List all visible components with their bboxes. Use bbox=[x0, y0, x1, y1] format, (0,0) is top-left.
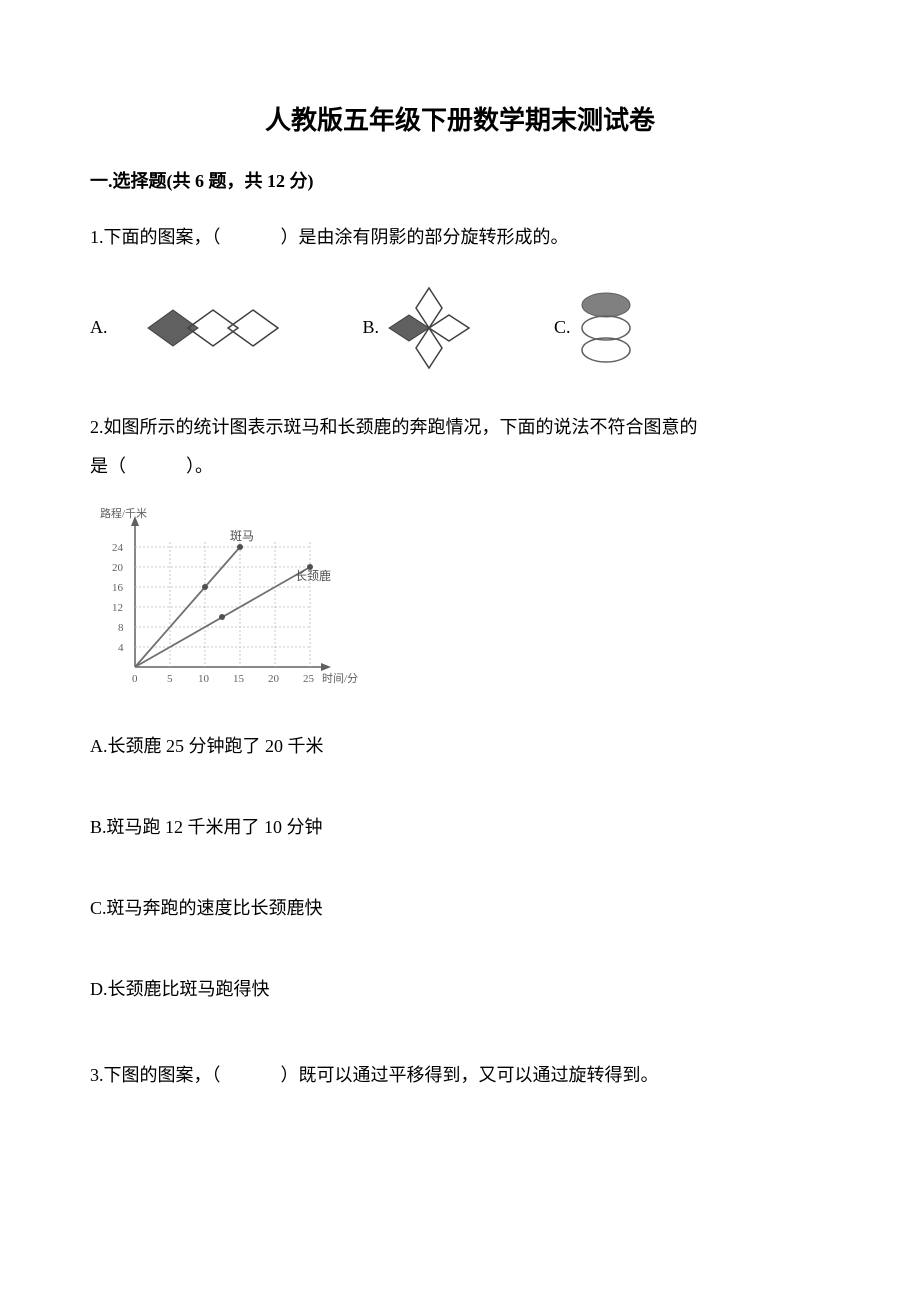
svg-text:25: 25 bbox=[303, 673, 315, 685]
svg-text:20: 20 bbox=[268, 673, 280, 685]
svg-text:0: 0 bbox=[132, 673, 138, 685]
svg-text:12: 12 bbox=[112, 602, 123, 614]
svg-text:24: 24 bbox=[112, 542, 124, 554]
q1-text-pre: 1.下面的图案，（ bbox=[90, 227, 221, 247]
svg-text:20: 20 bbox=[112, 562, 124, 574]
svg-text:16: 16 bbox=[112, 582, 124, 594]
q3-text-pre: 3.下图的图案，（ bbox=[90, 1065, 221, 1085]
svg-text:8: 8 bbox=[118, 622, 124, 634]
q2-answer-c: C.斑马奔跑的速度比长颈鹿快 bbox=[90, 894, 830, 920]
q2-line2-pre: 是（ bbox=[90, 456, 126, 476]
diamonds-icon bbox=[113, 298, 283, 358]
q1-option-c: C. bbox=[554, 290, 636, 365]
option-c-label: C. bbox=[554, 317, 571, 338]
option-a-label: A. bbox=[90, 317, 108, 338]
q2-line2-post: ）。 bbox=[186, 456, 213, 476]
svg-text:时间/分: 时间/分 bbox=[322, 672, 358, 685]
q2-answer-d: D.长颈鹿比斑马跑得快 bbox=[90, 975, 830, 1001]
q1-option-a: A. bbox=[90, 298, 283, 358]
svg-text:15: 15 bbox=[233, 673, 245, 685]
svg-text:斑马: 斑马 bbox=[230, 529, 254, 543]
q1-options: A. B. C. bbox=[90, 283, 830, 373]
q1-text-post: ）是由涂有阴影的部分旋转形成的。 bbox=[281, 227, 569, 247]
svg-text:5: 5 bbox=[167, 673, 173, 685]
q3-text-post: ）既可以通过平移得到，又可以通过旋转得到。 bbox=[281, 1065, 659, 1085]
question-2: 2.如图所示的统计图表示斑马和长颈鹿的奔跑情况，下面的说法不符合图意的 是（ ）。 bbox=[90, 408, 830, 487]
q2-line1: 2.如图所示的统计图表示斑马和长颈鹿的奔跑情况，下面的说法不符合图意的 bbox=[90, 408, 830, 448]
page-title: 人教版五年级下册数学期末测试卷 bbox=[90, 100, 830, 137]
q2-answer-b: B.斑马跑 12 千米用了 10 分钟 bbox=[90, 813, 830, 839]
question-1: 1.下面的图案，（ ）是由涂有阴影的部分旋转形成的。 bbox=[90, 218, 830, 258]
question-3: 3.下图的图案，（ ）既可以通过平移得到，又可以通过旋转得到。 bbox=[90, 1056, 830, 1096]
line-chart-icon: 路程/千米 4 8 12 16 20 24 0 5 10 15 20 25 bbox=[90, 502, 370, 702]
option-b-label: B. bbox=[363, 317, 380, 338]
svg-text:长颈鹿: 长颈鹿 bbox=[295, 568, 331, 583]
q2-answer-a: A.长颈鹿 25 分钟跑了 20 千米 bbox=[90, 732, 830, 758]
svg-text:4: 4 bbox=[118, 642, 124, 654]
svg-text:10: 10 bbox=[198, 673, 210, 685]
q1-option-b: B. bbox=[363, 283, 475, 373]
section-header: 一.选择题(共 6 题，共 12 分) bbox=[90, 167, 830, 193]
svg-text:路程/千米: 路程/千米 bbox=[100, 507, 147, 520]
flower-diamonds-icon bbox=[384, 283, 474, 373]
q2-answers: A.长颈鹿 25 分钟跑了 20 千米 B.斑马跑 12 千米用了 10 分钟 … bbox=[90, 732, 830, 1001]
ellipses-icon bbox=[576, 290, 636, 365]
q2-chart: 路程/千米 4 8 12 16 20 24 0 5 10 15 20 25 bbox=[90, 502, 830, 702]
